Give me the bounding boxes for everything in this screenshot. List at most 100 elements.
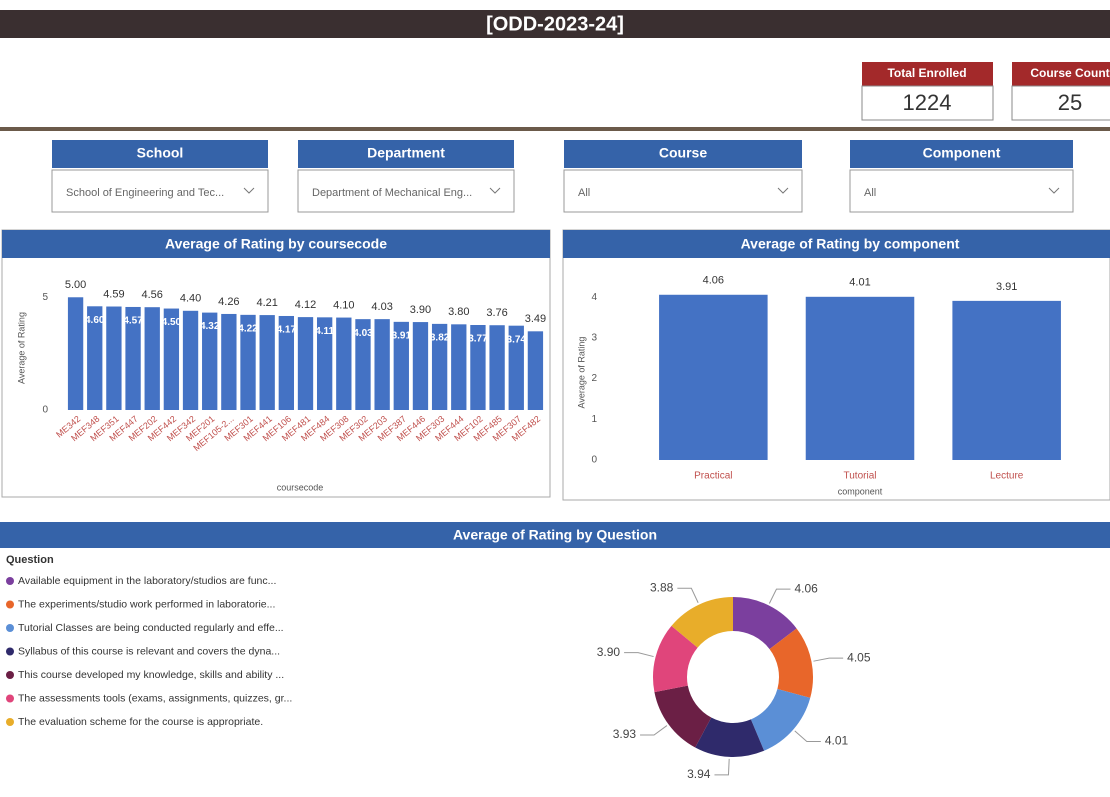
- leader-line: [768, 588, 791, 604]
- x-tick-label: Lecture: [990, 471, 1024, 482]
- data-label: 3.80: [448, 306, 469, 318]
- panel: [1, 229, 551, 498]
- kpi-card: Course Count 25: [1011, 62, 1110, 121]
- bar: [144, 307, 160, 410]
- data-label: 4.60: [85, 315, 105, 326]
- data-label: 3.91: [392, 330, 412, 341]
- donut-slice: [750, 689, 811, 751]
- bar: [106, 306, 122, 410]
- title-bar: [0, 10, 1110, 38]
- x-axis-label: coursecode: [277, 482, 324, 492]
- leader-line: [714, 758, 730, 776]
- filter-header: [52, 140, 268, 168]
- y-tick-label: 2: [591, 373, 597, 384]
- legend-label: The experiments/studio work performed in…: [18, 598, 275, 610]
- legend-label: The assessments tools (exams, assignment…: [18, 692, 292, 704]
- filter-label: School: [137, 145, 184, 161]
- data-label: 3.49: [525, 313, 546, 325]
- panel-header: [563, 230, 1110, 258]
- y-tick-label: 0: [42, 405, 48, 416]
- data-label: 4.57: [123, 316, 143, 327]
- dropdown-value: School of Engineering and Tec...: [66, 187, 224, 199]
- dropdown-value: All: [578, 187, 590, 199]
- data-label: 4.11: [315, 326, 334, 337]
- bar: [182, 310, 199, 410]
- dropdown-value: All: [864, 187, 876, 199]
- donut-slice: [695, 717, 765, 757]
- dropdown[interactable]: [563, 169, 803, 213]
- bar: [221, 313, 237, 410]
- bar: [87, 306, 103, 410]
- panel-header: [0, 522, 1110, 548]
- kpi-header: [862, 62, 993, 86]
- bar: [297, 317, 314, 410]
- bar: [431, 323, 448, 410]
- legend-swatch: [6, 718, 14, 726]
- data-label: 4.03: [371, 301, 392, 313]
- y-axis-label: Average of Rating: [576, 337, 586, 409]
- data-label: 4.56: [142, 289, 163, 301]
- y-tick-label: 3: [591, 333, 597, 344]
- bar: [659, 294, 768, 460]
- leader-line: [624, 652, 654, 658]
- legend-swatch: [6, 694, 14, 703]
- data-label: 4.26: [218, 296, 239, 308]
- data-label: 3.82: [430, 333, 450, 344]
- legend-label: Syllabus of this course is relevant and …: [18, 645, 280, 657]
- filter-label: Component: [923, 145, 1001, 161]
- leader-line: [794, 730, 821, 742]
- data-label: 3.90: [597, 645, 621, 659]
- legend-swatch: [6, 600, 14, 609]
- bar: [952, 300, 1061, 460]
- bar: [374, 319, 390, 410]
- chart-title: Average of Rating by coursecode: [165, 236, 387, 252]
- dropdown[interactable]: [849, 169, 1074, 213]
- leader-line: [677, 587, 699, 603]
- data-label: 4.50: [162, 317, 182, 328]
- donut-slice: [654, 685, 712, 748]
- chevron: [243, 187, 255, 194]
- kpi-box: [1011, 85, 1110, 121]
- x-axis-label: component: [838, 486, 883, 496]
- bar: [451, 324, 467, 410]
- y-tick-label: 1: [591, 414, 597, 425]
- data-label: 4.40: [180, 293, 201, 305]
- legend-label: The evaluation scheme for the course is …: [18, 716, 263, 728]
- kpi-card: Total Enrolled 1224: [861, 62, 994, 121]
- donut-slice: [653, 625, 698, 693]
- dropdown[interactable]: [297, 169, 515, 213]
- donut-slice: [671, 597, 733, 648]
- x-tick-label: Practical: [694, 471, 732, 482]
- data-label: 4.17: [277, 325, 297, 336]
- data-label: 3.91: [996, 281, 1017, 293]
- kpi-box: [861, 85, 994, 121]
- leader-line: [640, 725, 668, 736]
- data-label: 3.76: [486, 307, 507, 319]
- data-label: 4.10: [333, 299, 354, 311]
- bar: [316, 317, 333, 410]
- divider: [0, 127, 1110, 131]
- y-tick-label: 0: [591, 455, 597, 466]
- chart-title: Average of Rating by Question: [453, 527, 657, 543]
- leader-line: [813, 657, 844, 662]
- data-label: 4.01: [849, 277, 870, 289]
- bar: [240, 314, 256, 410]
- legend-swatch: [6, 577, 14, 585]
- bar: [412, 322, 429, 410]
- data-label: 4.59: [103, 288, 124, 300]
- legend-swatch: [6, 671, 14, 679]
- y-axis-label: Average of Rating: [16, 312, 26, 384]
- bar: [508, 325, 524, 410]
- legend-swatch: [6, 624, 14, 632]
- x-tick-label: Tutorial: [844, 471, 877, 482]
- filter-header: [564, 140, 802, 168]
- data-label: 5.00: [65, 279, 86, 291]
- dropdown[interactable]: [51, 169, 269, 213]
- data-label: 4.22: [238, 323, 258, 334]
- data-label: 3.94: [687, 767, 711, 781]
- panel-header: [2, 230, 550, 258]
- data-label: 3.88: [650, 580, 674, 594]
- bar: [202, 312, 218, 410]
- bar: [489, 325, 505, 410]
